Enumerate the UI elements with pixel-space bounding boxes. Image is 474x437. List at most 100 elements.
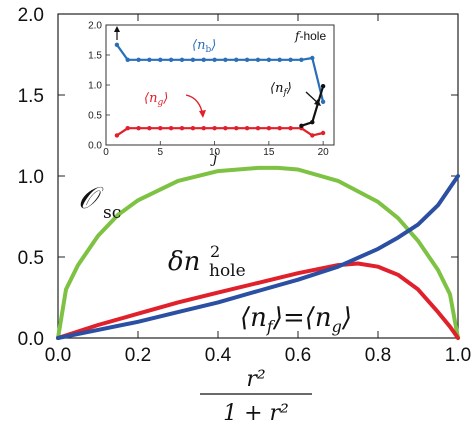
svg-text:⟨nf⟩=⟨ng⟩: ⟨nf⟩=⟨ng⟩ — [240, 303, 352, 336]
inset-point — [125, 126, 130, 131]
x-tick-label: 0.6 — [285, 345, 311, 366]
inset-point — [234, 57, 239, 62]
x-tick-label: 0.2 — [125, 345, 151, 366]
inset-ng-left: ⟨n — [144, 91, 157, 106]
inset-point — [136, 126, 141, 131]
inset-point — [201, 57, 206, 62]
inset-point — [255, 126, 261, 131]
inset-point — [114, 133, 120, 138]
inset-nf-arrowhead — [314, 99, 321, 106]
inset-point — [310, 120, 315, 125]
inset-series — [114, 42, 326, 138]
inset-nb-left: ⟨n — [192, 38, 205, 53]
annotation-nf-sub: f — [266, 317, 276, 336]
inset-point — [190, 126, 196, 131]
annotation-dn-sup: 2 — [210, 242, 220, 261]
inset-annotation-nb: ⟨nb⟩ — [192, 38, 216, 55]
y-tick-label: 0.0 — [18, 329, 44, 350]
inset-y-tick-label: 2.0 — [88, 21, 102, 32]
inset-point — [147, 126, 152, 131]
inset-point — [158, 126, 163, 131]
inset-y-tick-label: 1.0 — [88, 81, 102, 92]
x-tick-label: 0.8 — [365, 345, 391, 366]
inset-ng-arrowhead — [199, 110, 206, 118]
inset-annotation-ng: ⟨ng⟩ — [144, 91, 206, 118]
series-line-0 — [56, 165, 460, 340]
inset-point — [299, 57, 304, 62]
inset-point — [244, 57, 250, 62]
inset-point — [147, 57, 152, 62]
annotation-mid: ⟩=⟨n — [272, 303, 332, 333]
y-tick-label: 2.0 — [18, 5, 44, 26]
y-tick-label: 1.5 — [18, 86, 44, 107]
inset-background — [106, 25, 334, 145]
inset-point — [277, 57, 282, 62]
inset-point — [266, 57, 272, 62]
inset-point — [320, 130, 326, 136]
svg-text:f-hole: f-hole — [294, 29, 326, 43]
inset-point — [288, 126, 293, 131]
main-tick-labels: 0.0 0.5 1.0 1.5 2.0 0.0 0.2 0.4 0.6 0.8 … — [18, 5, 472, 366]
annotation-dn-hole: δn 2 hole — [168, 242, 246, 281]
inset-nf-right: ⟩ — [286, 81, 292, 96]
inset-point — [179, 57, 185, 62]
inset-ticks — [105, 24, 324, 146]
inset-y-tick-label: 1.5 — [88, 51, 102, 62]
inset-point — [299, 123, 304, 128]
inset-point — [234, 126, 239, 131]
x-axis-label-denominator: 1 + r² — [223, 401, 289, 426]
main-series — [56, 165, 460, 340]
inset-point — [277, 126, 282, 131]
inset-point — [168, 57, 174, 62]
inset-point — [310, 133, 315, 138]
annotation-dn-sub: hole — [209, 261, 246, 281]
y-tick-label: 0.5 — [18, 248, 44, 269]
inset-point — [223, 57, 228, 62]
x-tick-label: 0.4 — [205, 345, 232, 366]
inset-x-tick-label: 15 — [263, 147, 275, 158]
inset-point — [255, 57, 261, 62]
inset-point — [266, 126, 272, 131]
svg-text:⟨nf⟩: ⟨nf⟩ — [270, 81, 292, 98]
series-line-2 — [56, 174, 460, 340]
inset-annotation-nf: ⟨nf⟩ — [270, 81, 321, 106]
inset-x-tick-label: 0 — [103, 147, 109, 158]
up-arrowhead — [114, 26, 120, 32]
annotation-dn-main: δn — [168, 247, 200, 277]
inset-point — [114, 42, 120, 47]
inset-point — [212, 126, 217, 131]
inset-point — [190, 57, 196, 62]
inset-point — [288, 57, 293, 62]
inset-point — [320, 99, 326, 105]
inset-nb-right: ⟩ — [210, 38, 216, 53]
inset-x-tick-label: 5 — [158, 147, 164, 158]
inset-annotation-fhole: f-hole — [294, 29, 326, 43]
inset-point — [201, 126, 206, 131]
annotation-osc: 𝒪 sc — [78, 181, 121, 223]
inset-fhole-f: f — [294, 29, 302, 43]
svg-text:⟨nb⟩: ⟨nb⟩ — [192, 38, 216, 55]
annotation-ng-sub: g — [332, 317, 342, 336]
inset-ng-sub: g — [157, 98, 163, 108]
inset-point — [136, 57, 141, 62]
inset-point — [168, 126, 174, 131]
inset-x-tick-label: 10 — [209, 147, 221, 158]
inset-nf-left: ⟨n — [270, 81, 283, 96]
inset-x-tick-label: 20 — [318, 147, 330, 158]
inset-point — [179, 126, 185, 131]
annotation-osc-sub: sc — [103, 203, 121, 223]
inset-x-axis-label: j — [210, 151, 218, 167]
annotation-osc-main: 𝒪 — [78, 181, 104, 216]
inset-point — [223, 126, 228, 131]
inset-point — [310, 55, 315, 61]
x-axis-label: r² 1 + r² — [200, 367, 312, 426]
x-tick-label: 1.0 — [445, 345, 471, 366]
inset-point — [212, 57, 217, 62]
inset-point — [320, 84, 326, 89]
inset-point — [158, 57, 163, 62]
annotation-nf-left: ⟨n — [240, 303, 267, 333]
svg-text:⟨ng⟩: ⟨ng⟩ — [144, 91, 168, 108]
inset-point — [244, 126, 250, 131]
inset-y-tick-label: 0.5 — [88, 111, 102, 122]
